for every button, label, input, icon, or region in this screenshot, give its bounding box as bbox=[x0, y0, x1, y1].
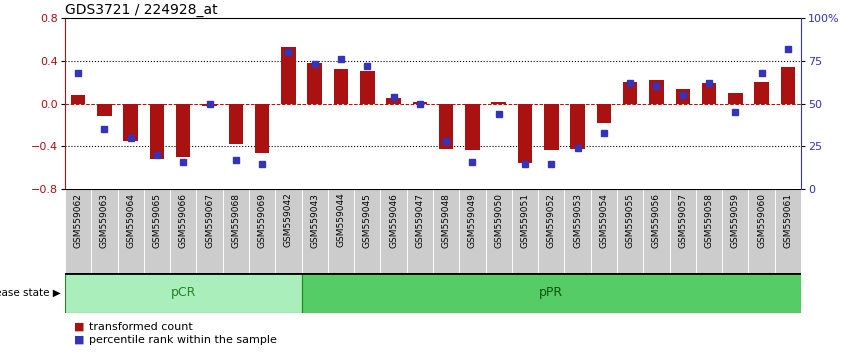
Bar bbox=[748, 189, 775, 273]
Text: ■: ■ bbox=[74, 322, 84, 332]
Text: GSM559069: GSM559069 bbox=[257, 193, 267, 248]
Text: pCR: pCR bbox=[171, 286, 196, 299]
Bar bbox=[412, 102, 427, 104]
Bar bbox=[97, 104, 112, 116]
Bar bbox=[176, 104, 191, 157]
Text: GSM559061: GSM559061 bbox=[784, 193, 792, 248]
Text: GSM559045: GSM559045 bbox=[363, 193, 372, 247]
Bar bbox=[518, 104, 533, 162]
Text: GDS3721 / 224928_at: GDS3721 / 224928_at bbox=[65, 3, 217, 17]
Bar bbox=[407, 189, 433, 273]
Bar bbox=[650, 80, 663, 104]
Text: GSM559050: GSM559050 bbox=[494, 193, 503, 248]
Bar bbox=[170, 189, 197, 273]
Text: GSM559062: GSM559062 bbox=[74, 193, 82, 247]
Bar bbox=[775, 189, 801, 273]
Text: GSM559067: GSM559067 bbox=[205, 193, 214, 248]
Bar bbox=[780, 67, 795, 104]
Bar bbox=[538, 189, 565, 273]
Text: GSM559047: GSM559047 bbox=[416, 193, 424, 247]
Bar bbox=[203, 104, 216, 106]
Bar bbox=[65, 189, 91, 273]
Bar bbox=[301, 273, 801, 313]
Bar bbox=[617, 189, 643, 273]
Bar bbox=[565, 189, 591, 273]
Bar bbox=[728, 93, 742, 104]
Text: GSM559048: GSM559048 bbox=[442, 193, 450, 247]
Text: GSM559055: GSM559055 bbox=[625, 193, 635, 248]
Text: GSM559058: GSM559058 bbox=[705, 193, 714, 248]
Text: GSM559053: GSM559053 bbox=[573, 193, 582, 248]
Bar bbox=[597, 104, 611, 123]
Bar bbox=[643, 189, 669, 273]
Text: GSM559059: GSM559059 bbox=[731, 193, 740, 248]
Bar bbox=[281, 47, 295, 104]
Text: transformed count: transformed count bbox=[89, 322, 193, 332]
Bar bbox=[328, 189, 354, 273]
Bar bbox=[669, 189, 696, 273]
Text: percentile rank within the sample: percentile rank within the sample bbox=[89, 335, 277, 345]
Bar bbox=[571, 104, 585, 149]
Bar bbox=[701, 83, 716, 104]
Bar bbox=[118, 189, 144, 273]
Text: GSM559051: GSM559051 bbox=[520, 193, 529, 248]
Bar bbox=[249, 189, 275, 273]
Text: disease state ▶: disease state ▶ bbox=[0, 288, 61, 298]
Text: GSM559049: GSM559049 bbox=[468, 193, 477, 247]
Bar bbox=[124, 104, 138, 141]
Text: GSM559054: GSM559054 bbox=[599, 193, 609, 247]
Text: GSM559056: GSM559056 bbox=[652, 193, 661, 248]
Text: GSM559044: GSM559044 bbox=[337, 193, 346, 247]
Text: GSM559063: GSM559063 bbox=[100, 193, 109, 248]
Bar bbox=[333, 69, 348, 104]
Bar bbox=[492, 102, 506, 104]
Text: GSM559057: GSM559057 bbox=[678, 193, 688, 248]
Bar bbox=[197, 189, 223, 273]
Bar bbox=[65, 273, 301, 313]
Bar bbox=[229, 104, 243, 144]
Bar bbox=[433, 189, 459, 273]
Bar bbox=[675, 88, 690, 104]
Bar bbox=[459, 189, 486, 273]
Bar bbox=[150, 104, 165, 159]
Bar bbox=[386, 98, 401, 104]
Text: GSM559065: GSM559065 bbox=[152, 193, 161, 248]
Bar bbox=[91, 189, 118, 273]
Text: ■: ■ bbox=[74, 335, 84, 345]
Bar bbox=[255, 104, 269, 153]
Bar bbox=[512, 189, 538, 273]
Bar bbox=[544, 104, 559, 150]
Bar bbox=[623, 82, 637, 104]
Bar bbox=[465, 104, 480, 150]
Text: GSM559052: GSM559052 bbox=[546, 193, 556, 247]
Text: pPR: pPR bbox=[540, 286, 564, 299]
Text: GSM559042: GSM559042 bbox=[284, 193, 293, 247]
Bar bbox=[486, 189, 512, 273]
Bar bbox=[722, 189, 748, 273]
Bar bbox=[223, 189, 249, 273]
Text: GSM559043: GSM559043 bbox=[310, 193, 320, 247]
Text: GSM559064: GSM559064 bbox=[126, 193, 135, 247]
Bar bbox=[354, 189, 380, 273]
Bar bbox=[275, 189, 301, 273]
Bar bbox=[439, 104, 454, 149]
Text: GSM559068: GSM559068 bbox=[231, 193, 241, 248]
Bar bbox=[307, 63, 322, 104]
Bar bbox=[301, 189, 328, 273]
Bar bbox=[380, 189, 407, 273]
Bar bbox=[71, 95, 86, 104]
Bar bbox=[591, 189, 617, 273]
Bar bbox=[144, 189, 170, 273]
Text: GSM559060: GSM559060 bbox=[757, 193, 766, 248]
Text: GSM559046: GSM559046 bbox=[389, 193, 398, 247]
Bar bbox=[754, 82, 769, 104]
Bar bbox=[696, 189, 722, 273]
Text: GSM559066: GSM559066 bbox=[178, 193, 188, 248]
Bar bbox=[360, 72, 374, 104]
